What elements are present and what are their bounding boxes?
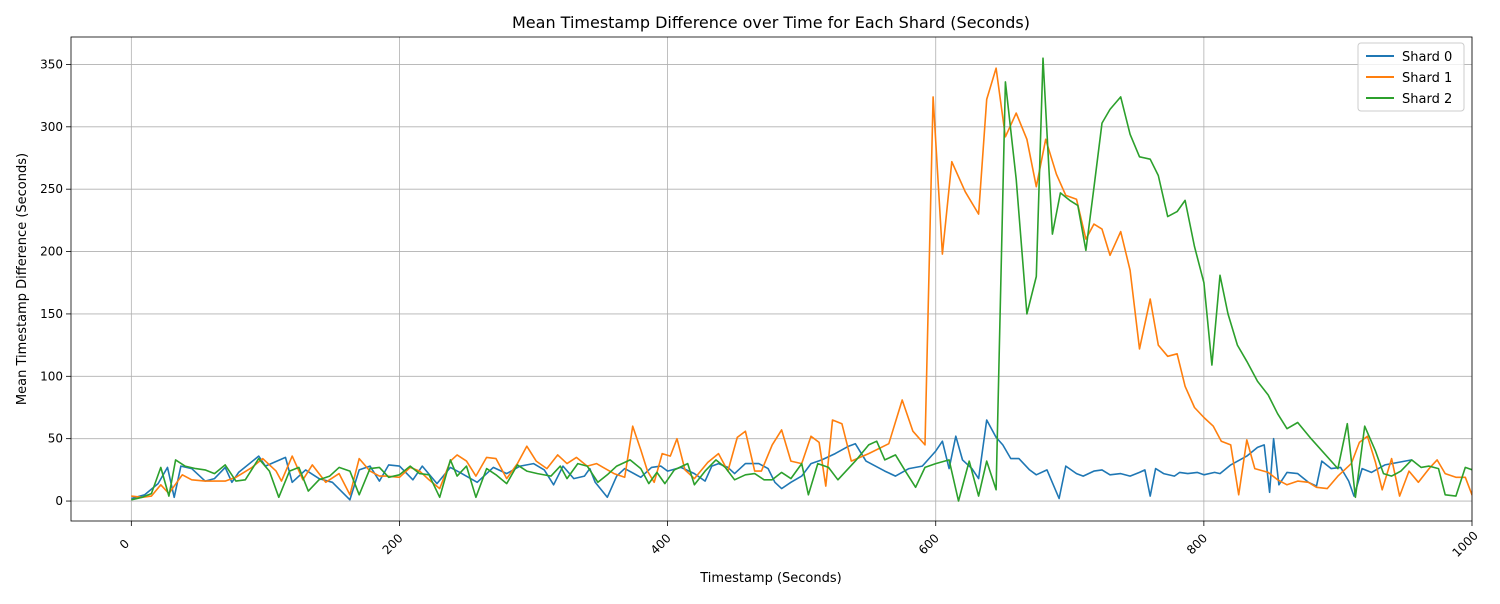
legend-box: [1357, 42, 1465, 112]
legend-label-shard-0: Shard 0: [1402, 50, 1452, 65]
y-tick-label: 50: [48, 432, 63, 446]
legend: Shard 0 Shard 1 Shard 2: [1357, 42, 1465, 112]
y-tick-label: 200: [40, 245, 63, 259]
legend-label-shard-2: Shard 2: [1402, 92, 1452, 107]
legend-label-shard-1: Shard 1: [1402, 71, 1452, 86]
y-axis-ticks: 0 50 100 150 200 250 300 350: [40, 57, 71, 508]
y-tick-label: 0: [55, 494, 63, 508]
chart-title: Mean Timestamp Difference over Time for …: [512, 13, 1030, 32]
y-tick-label: 100: [40, 369, 63, 383]
series-line-shard-2: [131, 57, 1472, 502]
plot-frame: [70, 36, 1473, 522]
y-tick-label: 350: [40, 57, 63, 71]
y-tick-label: 300: [40, 120, 63, 134]
series-line-shard-1: [131, 67, 1472, 499]
y-tick-label: 150: [40, 307, 63, 321]
x-axis-label: Timestamp (Seconds): [699, 571, 841, 586]
series-lines: [131, 57, 1472, 502]
series-line-shard-0: [131, 419, 1412, 501]
y-axis-label: Mean Timestamp Difference (Seconds): [15, 153, 30, 405]
y-tick-label: 250: [40, 182, 63, 196]
